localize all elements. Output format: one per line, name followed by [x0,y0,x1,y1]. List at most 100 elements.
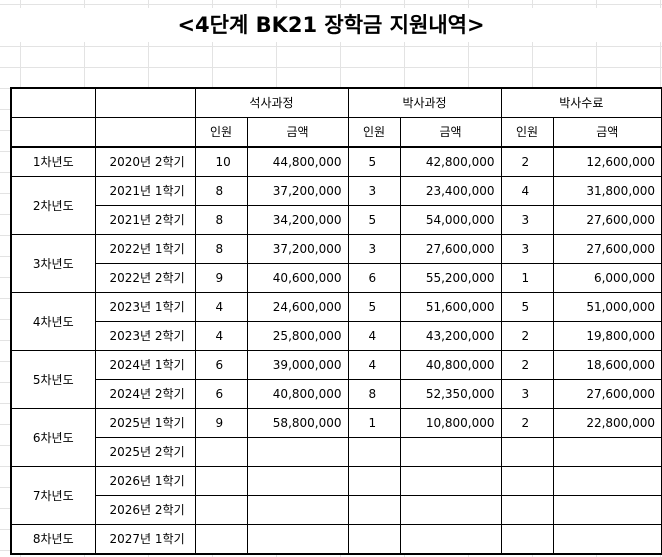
masters-amount-cell[interactable] [246,524,349,555]
phd-amount-cell[interactable]: 27,600,000 [399,234,502,264]
header-amount[interactable]: 금액 [246,117,349,148]
term-cell[interactable]: 2024년 2학기 [94,379,196,409]
masters-amount-cell[interactable] [246,437,349,467]
completion-amount-cell[interactable]: 31,800,000 [552,176,662,206]
masters-amount-cell[interactable]: 37,200,000 [246,234,349,264]
masters-amount-cell[interactable]: 44,800,000 [246,146,349,177]
term-cell[interactable]: 2022년 2학기 [94,263,196,293]
phd-count-cell[interactable]: 3 [347,176,401,206]
year-cell[interactable]: 1차년도 [10,146,96,177]
header-count[interactable]: 인원 [500,117,554,148]
year-cell[interactable]: 5차년도 [10,350,96,409]
header-blank-cell[interactable] [10,117,96,148]
phd-amount-cell[interactable]: 23,400,000 [399,176,502,206]
masters-count-cell[interactable]: 6 [194,379,248,409]
masters-amount-cell[interactable] [246,466,349,496]
term-cell[interactable]: 2025년 1학기 [94,408,196,438]
phd-count-cell[interactable] [347,466,401,496]
header-blank-cell[interactable] [10,87,96,118]
header-count[interactable]: 인원 [347,117,401,148]
completion-amount-cell[interactable]: 27,600,000 [552,379,662,409]
phd-count-cell[interactable]: 8 [347,379,401,409]
phd-count-cell[interactable] [347,495,401,525]
year-cell[interactable]: 7차년도 [10,466,96,525]
year-cell[interactable]: 4차년도 [10,292,96,351]
phd-amount-cell[interactable] [399,466,502,496]
completion-amount-cell[interactable] [552,437,662,467]
header-amount[interactable]: 금액 [399,117,502,148]
phd-amount-cell[interactable]: 52,350,000 [399,379,502,409]
completion-count-cell[interactable] [500,524,554,555]
completion-count-cell[interactable] [500,466,554,496]
phd-amount-cell[interactable]: 42,800,000 [399,146,502,177]
phd-count-cell[interactable]: 3 [347,234,401,264]
completion-amount-cell[interactable]: 18,600,000 [552,350,662,380]
masters-count-cell[interactable]: 8 [194,205,248,235]
phd-count-cell[interactable]: 6 [347,263,401,293]
header-amount[interactable]: 금액 [552,117,662,148]
masters-amount-cell[interactable]: 25,800,000 [246,321,349,351]
masters-count-cell[interactable]: 9 [194,408,248,438]
phd-count-cell[interactable]: 5 [347,292,401,322]
phd-count-cell[interactable]: 5 [347,205,401,235]
phd-amount-cell[interactable]: 43,200,000 [399,321,502,351]
phd-amount-cell[interactable] [399,495,502,525]
header-blank-cell[interactable] [94,87,196,118]
completion-count-cell[interactable]: 3 [500,234,554,264]
masters-amount-cell[interactable]: 39,000,000 [246,350,349,380]
masters-amount-cell[interactable] [246,495,349,525]
completion-count-cell[interactable]: 3 [500,205,554,235]
header-blank-cell[interactable] [94,117,196,148]
term-cell[interactable]: 2025년 2학기 [94,437,196,467]
term-cell[interactable]: 2024년 1학기 [94,350,196,380]
masters-count-cell[interactable]: 4 [194,292,248,322]
completion-amount-cell[interactable]: 6,000,000 [552,263,662,293]
masters-amount-cell[interactable]: 58,800,000 [246,408,349,438]
completion-amount-cell[interactable]: 27,600,000 [552,205,662,235]
header-masters[interactable]: 석사과정 [194,87,349,118]
phd-amount-cell[interactable]: 10,800,000 [399,408,502,438]
header-phd[interactable]: 박사과정 [347,87,502,118]
phd-count-cell[interactable]: 1 [347,408,401,438]
masters-amount-cell[interactable]: 34,200,000 [246,205,349,235]
masters-amount-cell[interactable]: 40,600,000 [246,263,349,293]
completion-amount-cell[interactable] [552,524,662,555]
masters-amount-cell[interactable]: 24,600,000 [246,292,349,322]
masters-count-cell[interactable] [194,466,248,496]
masters-count-cell[interactable]: 8 [194,234,248,264]
term-cell[interactable]: 2020년 2학기 [94,146,196,177]
masters-amount-cell[interactable]: 40,800,000 [246,379,349,409]
term-cell[interactable]: 2022년 1학기 [94,234,196,264]
completion-amount-cell[interactable]: 22,800,000 [552,408,662,438]
completion-count-cell[interactable] [500,437,554,467]
completion-count-cell[interactable]: 2 [500,408,554,438]
completion-count-cell[interactable]: 2 [500,350,554,380]
completion-count-cell[interactable]: 2 [500,321,554,351]
year-cell[interactable]: 3차년도 [10,234,96,293]
term-cell[interactable]: 2026년 2학기 [94,495,196,525]
phd-amount-cell[interactable]: 54,000,000 [399,205,502,235]
completion-count-cell[interactable]: 4 [500,176,554,206]
term-cell[interactable]: 2021년 2학기 [94,205,196,235]
masters-count-cell[interactable]: 8 [194,176,248,206]
header-count[interactable]: 인원 [194,117,248,148]
completion-amount-cell[interactable]: 12,600,000 [552,146,662,177]
masters-count-cell[interactable]: 4 [194,321,248,351]
masters-count-cell[interactable] [194,495,248,525]
completion-amount-cell[interactable]: 27,600,000 [552,234,662,264]
term-cell[interactable]: 2023년 2학기 [94,321,196,351]
phd-amount-cell[interactable] [399,524,502,555]
masters-count-cell[interactable] [194,524,248,555]
term-cell[interactable]: 2021년 1학기 [94,176,196,206]
phd-count-cell[interactable] [347,437,401,467]
phd-amount-cell[interactable]: 40,800,000 [399,350,502,380]
completion-amount-cell[interactable] [552,495,662,525]
completion-count-cell[interactable]: 2 [500,146,554,177]
phd-count-cell[interactable] [347,524,401,555]
completion-count-cell[interactable]: 1 [500,263,554,293]
phd-amount-cell[interactable]: 55,200,000 [399,263,502,293]
term-cell[interactable]: 2027년 1학기 [94,524,196,555]
masters-amount-cell[interactable]: 37,200,000 [246,176,349,206]
completion-count-cell[interactable] [500,495,554,525]
completion-amount-cell[interactable]: 51,000,000 [552,292,662,322]
